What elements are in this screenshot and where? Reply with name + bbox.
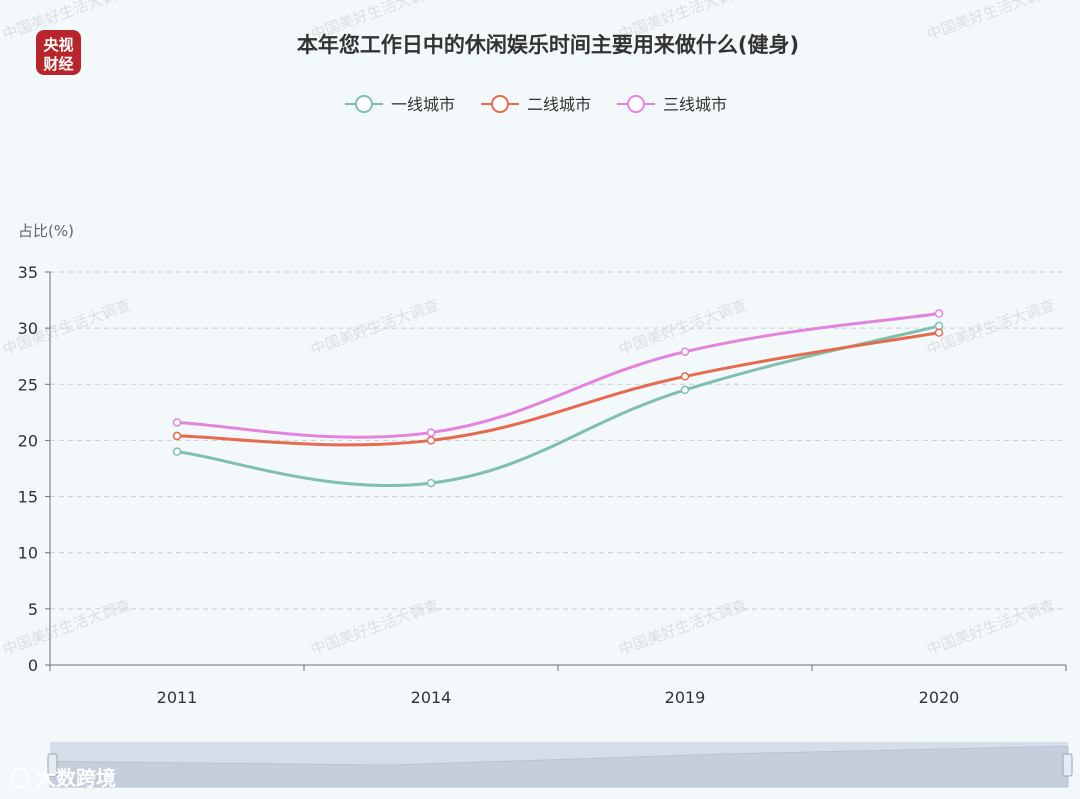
footer-brand: 大数跨境: [10, 766, 116, 790]
y-axis-label: 占比(%): [18, 222, 74, 240]
x-tick-labels: 2011 2014 2019 2020: [157, 688, 960, 707]
data-point[interactable]: [172, 447, 182, 456]
data-point[interactable]: [680, 347, 690, 356]
grid-lines: [45, 271, 1066, 666]
series-points: [172, 309, 944, 488]
brand-icon: [10, 768, 30, 788]
logo-line-1: 央视: [43, 36, 73, 54]
data-point[interactable]: [680, 372, 690, 381]
legend-marker: [355, 95, 373, 113]
footer-brand-text: 大数跨境: [36, 766, 116, 790]
x-tick-label: 2019: [665, 688, 706, 707]
series-line: [176, 312, 940, 439]
legend-label[interactable]: 一线城市: [391, 95, 455, 114]
data-point[interactable]: [426, 478, 436, 488]
watermark-text: 中国美好生活大调查: [924, 296, 1057, 359]
y-tick-labels: 0 5 10 15 20 25 30 35: [18, 263, 38, 675]
axes: [49, 272, 1067, 671]
y-tick-label: 20: [18, 431, 38, 450]
y-tick-label: 5: [28, 600, 38, 619]
series-line: [176, 331, 940, 447]
data-point[interactable]: [172, 418, 182, 427]
data-zoom-slider[interactable]: [47, 742, 1073, 788]
series-lines: [176, 312, 940, 488]
zoom-handle-right[interactable]: [1062, 753, 1073, 777]
watermark-text: 中国美好生活大调查: [924, 596, 1057, 659]
logo-badge: [36, 30, 81, 75]
chart-title: 本年您工作日中的休闲娱乐时间主要用来做什么(健身): [297, 33, 799, 57]
data-point[interactable]: [426, 436, 436, 445]
cctv-finance-logo: 央视 财经: [36, 30, 81, 75]
data-point[interactable]: [934, 328, 944, 337]
legend-marker: [627, 95, 645, 113]
y-tick-label: 10: [18, 544, 38, 563]
legend: 一线城市 二线城市 三线城市: [345, 95, 727, 114]
watermark-text: 中国美好生活大调查: [308, 596, 441, 659]
data-point[interactable]: [934, 309, 944, 318]
legend-label[interactable]: 三线城市: [663, 95, 727, 114]
y-tick-label: 15: [18, 488, 38, 507]
watermark-text: 中国美好生活大调查: [924, 0, 1057, 44]
logo-line-2: 财经: [43, 55, 73, 73]
watermark-text: 中国美好生活大调查: [616, 596, 749, 659]
legend-label[interactable]: 二线城市: [527, 95, 591, 114]
y-tick-label: 30: [18, 319, 38, 338]
y-tick-label: 25: [18, 375, 38, 394]
zoom-handle-left[interactable]: [47, 753, 58, 777]
x-tick-label: 2011: [157, 688, 198, 707]
data-point[interactable]: [426, 428, 436, 437]
y-tick-label: 0: [28, 656, 38, 675]
y-tick-label: 35: [18, 263, 38, 282]
x-tick-label: 2014: [411, 688, 452, 707]
watermark-text: 中国美好生活大调查: [308, 296, 441, 359]
data-point[interactable]: [680, 385, 690, 395]
watermark-text: 中国美好生活大调查: [0, 596, 133, 659]
x-tick-label: 2020: [919, 688, 960, 707]
data-point[interactable]: [934, 321, 944, 331]
data-point[interactable]: [172, 431, 182, 441]
legend-marker: [491, 95, 509, 113]
